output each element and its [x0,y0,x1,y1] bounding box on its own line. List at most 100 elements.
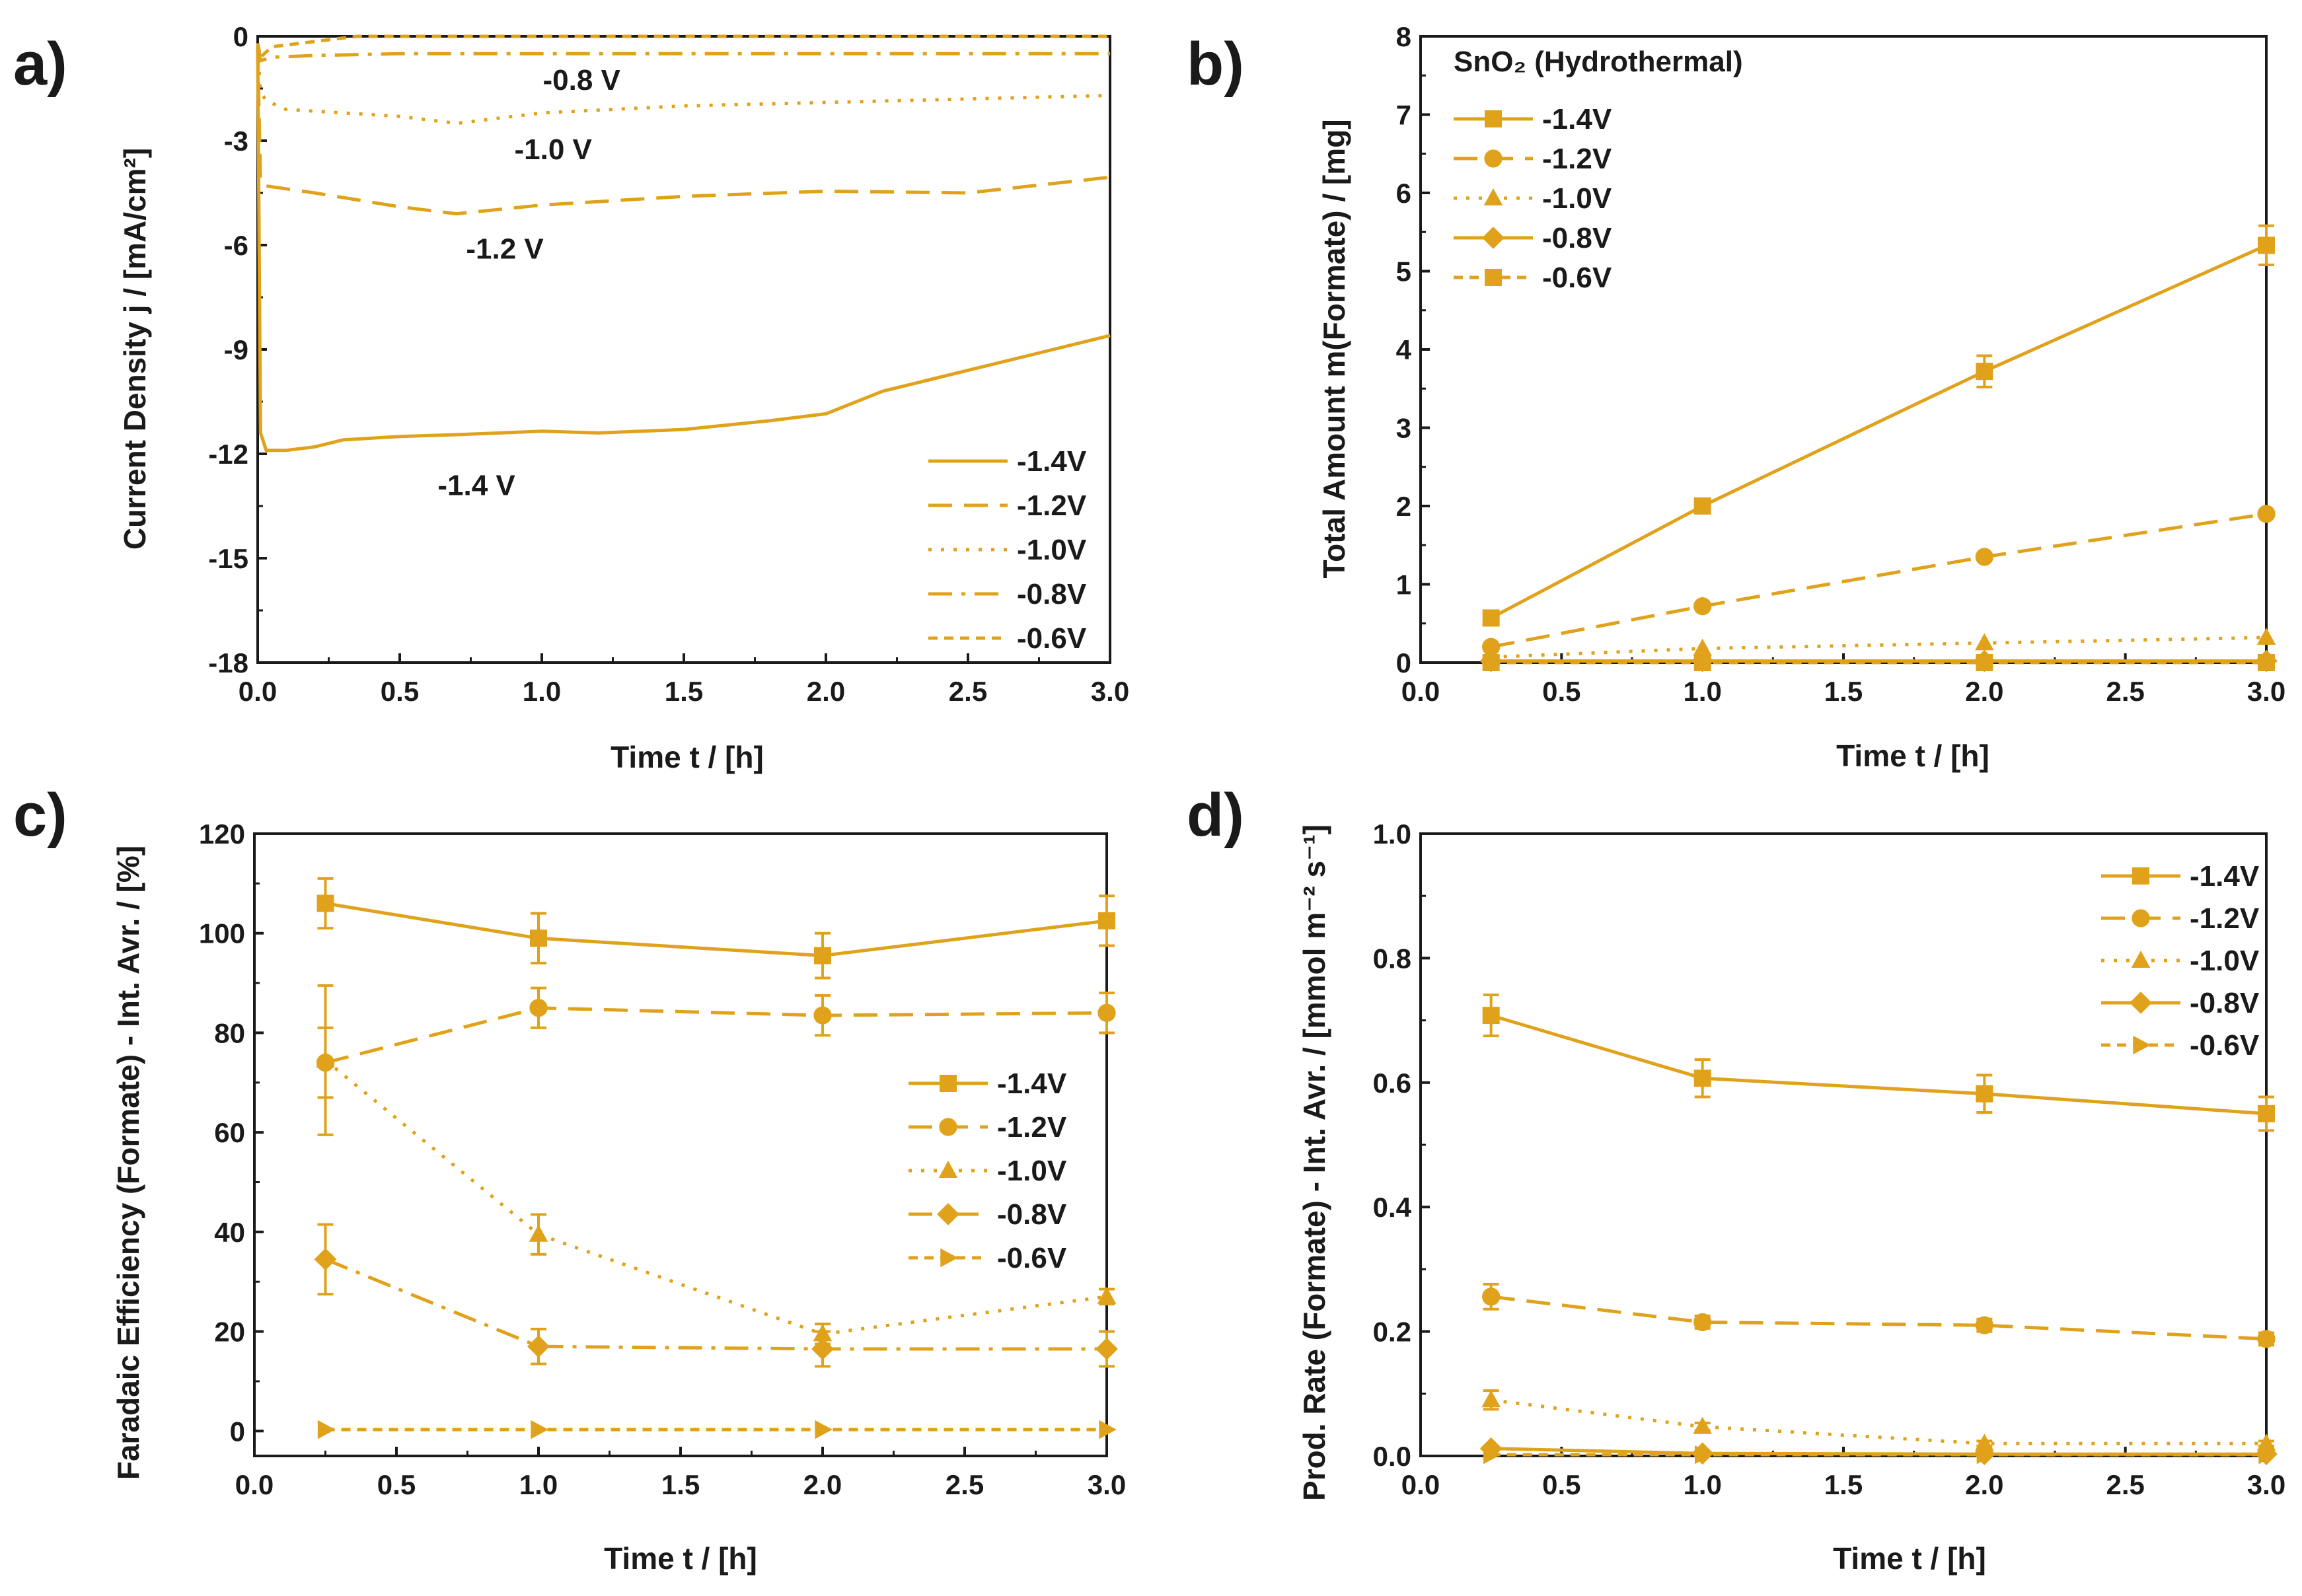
panel-b-xtick-label: 0.0 [1401,676,1440,707]
panel-c-legend-label: -1.2V [997,1111,1067,1143]
panel-c-point--0.8V [527,1335,550,1358]
panel-b-series--1.2V [1482,505,2276,656]
panel-c-line--1.4V [325,902,1107,958]
panel-d-legend-marker [2131,951,2151,968]
panel-b-legend-label: -0.8V [1542,222,1612,254]
panel-a-legend: -1.4V -1.2V -1.0V -0.8V -0.6V [928,445,1087,655]
panel-d-xtick-label: 0.0 [1401,1469,1440,1500]
panel-c-point--1.4V [316,894,334,912]
panel-c-series--1.2V [316,986,1116,1099]
panel-a-legend-label: -0.6V [1017,622,1087,655]
panel-a-xtick-label: 1.5 [665,676,703,707]
panel-c-legend-marker [939,1118,957,1136]
panel-c-point--1.2V [813,1006,832,1025]
panel-b-legend-marker [1483,188,1503,206]
panel-a-series--0.6V [256,34,1110,59]
panel-c-series--0.8V [314,1223,1118,1368]
panel-a-annotation: -1.0 V [515,133,593,166]
panel-c-point--1.4V [814,947,831,964]
panel-c-xlabel: Time t / [h] [604,1541,757,1576]
panel-c-legend-label: -0.6V [997,1242,1067,1274]
panel-c-legend-marker [937,1203,959,1225]
panel-a-xtick-label: 3.0 [1091,676,1129,707]
panel-a-series--1.0V [256,46,1111,126]
panel-b-xtick-label: 3.0 [2247,676,2285,707]
panel-c-line--0.8V [324,1257,1107,1351]
panel-c-point--1.0V [316,1050,335,1068]
panel-b-point--0.6V [1482,654,1500,671]
panel-c-ytick-label: 20 [214,1317,245,1348]
panel-c: c) Time t / [h] Faradaic Efficiency (For… [13,781,1126,1576]
panel-a-legend-label: -1.0V [1017,534,1087,566]
panel-b-point--1.0V [1975,633,1994,651]
panel-a-series--0.8V [256,43,1110,63]
panel-c-ytick-label: 100 [199,918,245,949]
panel-c-legend-label: -1.0V [997,1155,1067,1187]
panel-d-xtick-label: 0.5 [1542,1469,1580,1500]
panel-c-ytick-label: 40 [214,1217,245,1248]
panel-d-point--1.0V [1481,1390,1501,1408]
panel-c-ylabel: Faradaic Efficiency (Formate) - Int. Avr… [111,846,145,1480]
panel-b-point--1.0V [1693,638,1712,656]
panel-b-point--1.4V [1976,363,1993,381]
panel-c-point--0.6V [531,1420,548,1439]
panel-c-ytick-label: 60 [214,1117,245,1148]
panel-d-ytick-label: 0.6 [1373,1068,1411,1099]
panel-d-ylabel: Prod. Rate (Formate) - Int. Avr. / [mmol… [1297,824,1331,1501]
panel-b-point--1.2V [2257,505,2276,523]
panel-c-ytick-label: 120 [199,818,245,850]
panel-d-legend-marker [2133,1035,2151,1055]
panel-b-xtick-label: 0.5 [1542,676,1580,707]
panel-b-legend: SnO₂ (Hydrothermal) -1.4V -1.2V -1.0V -0.8V -… [1454,46,1743,294]
panel-c-point--1.0V [529,1224,548,1242]
panel-b-point--0.6V [1693,654,1711,671]
panel-c-label: c) [13,781,67,849]
panel-d-point--1.0V [2256,1433,2276,1451]
panel-b-point--1.4V [1693,497,1711,515]
panel-d-point--1.2V [1693,1313,1712,1332]
panel-b-point--1.2V [1975,548,1993,566]
panel-b-xtick-label: 2.5 [2106,676,2144,707]
panel-d-ytick-label: 0.0 [1373,1441,1411,1472]
panel-d-xtick-label: 3.0 [2247,1469,2285,1500]
panel-b-legend-label: -0.6V [1542,262,1612,294]
panel-b-legend-marker [1485,269,1502,286]
panel-d-series--0.6V [1483,1445,2276,1465]
panel-c-line--1.2V [324,1006,1107,1065]
panel-b: b) Time t / [h] Total Amount m(Formate) … [1187,21,2285,773]
panel-d-series--1.2V [1482,1283,2276,1348]
panel-b-ytick-label: 3 [1396,413,1411,444]
panel-b-point--0.6V [1976,654,1993,671]
panel-d-point--0.6V [1694,1445,1713,1465]
panel-d-xtick-label: 1.5 [1824,1469,1863,1500]
panel-a-ytick-label: -15 [208,543,248,574]
panel-a-annotation: -1.2 V [466,233,544,265]
panel-d: d) Time t / [h] Prod. Rate (Formate) - I… [1187,781,2285,1576]
panel-b-ytick-label: 7 [1396,100,1411,131]
panel-d-legend-marker [2132,867,2149,885]
panel-a-legend-label: -0.8V [1017,578,1087,610]
panel-b-legend-marker [1485,110,1502,127]
panel-d-point--1.4V [1482,1007,1500,1025]
panel-d-point--1.2V [1482,1288,1501,1306]
panel-d-point--1.0V [1975,1433,1994,1451]
panel-c-point--0.6V [1099,1420,1117,1439]
panel-d-ytick-label: 0.4 [1373,1192,1412,1223]
panel-a-line--0.6V [256,34,1110,59]
panel-b-xtick-label: 1.0 [1683,676,1721,707]
panel-c-point--1.4V [1098,912,1115,929]
panel-b-ytick-label: 5 [1396,256,1411,287]
panel-b-legend-label: -1.2V [1542,143,1612,175]
panel-a-label: a) [13,30,67,98]
panel-c-ytick-label: 80 [214,1017,245,1048]
panel-c-xtick-label: 3.0 [1088,1469,1126,1500]
panel-d-legend-label: -1.0V [2190,945,2260,977]
panel-c-point--0.6V [815,1420,833,1439]
panel-d-point--1.4V [2258,1105,2275,1122]
panel-c-legend: -1.4V -1.2V -1.0V -0.8V -0.6V [909,1068,1067,1274]
panel-d-xtick-label: 2.5 [2106,1469,2144,1500]
panel-d-legend-marker [2132,909,2150,927]
panel-a-ylabel: Current Density j / [mA/cm²] [118,148,152,550]
panel-d-line--1.0V [1491,1398,2266,1445]
